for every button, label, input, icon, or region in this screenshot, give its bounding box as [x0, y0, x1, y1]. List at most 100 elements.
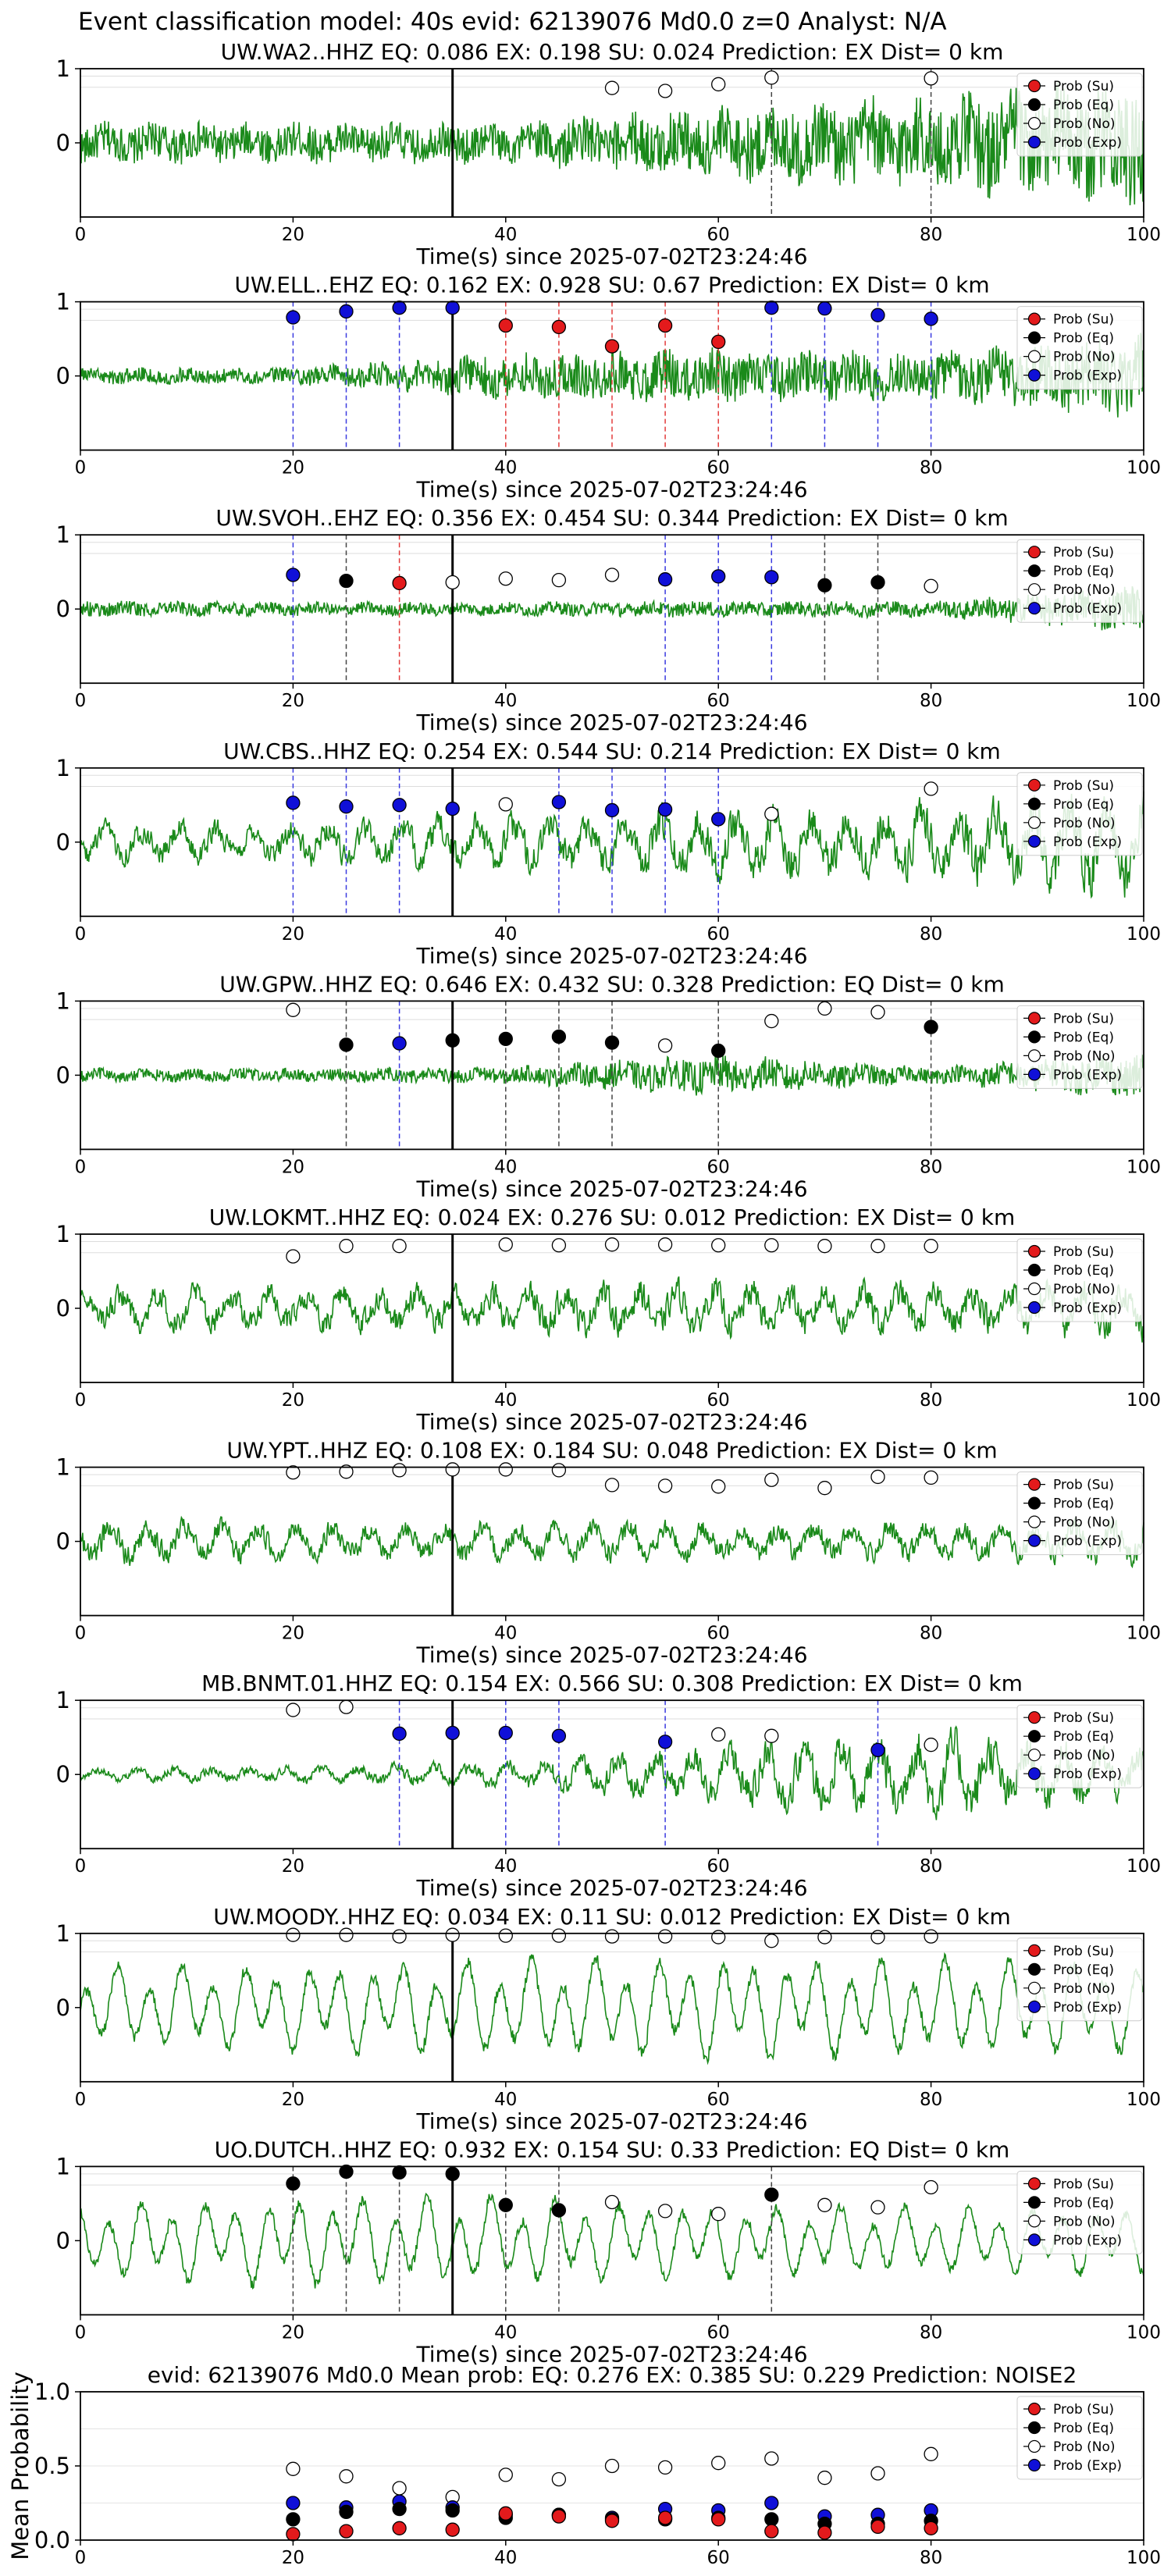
y-tick-label: 1 [56, 755, 70, 781]
mean-marker-su [551, 2509, 567, 2524]
prob-marker-eq [870, 575, 885, 590]
x-tick-label: 60 [707, 2090, 730, 2110]
mean-probability-panel: evid: 62139076 Md0.0 Mean prob: EQ: 0.27… [7, 2362, 1161, 2568]
x-tick-label: 60 [707, 1390, 730, 1411]
x-tick-label: 60 [707, 691, 730, 711]
prob-marker-no [764, 1934, 779, 1948]
legend-label: Prob (Eq) [1053, 98, 1114, 113]
legend-label: Prob (No) [1053, 2214, 1116, 2229]
legend-label: Prob (Exp) [1053, 1534, 1122, 1550]
x-axis-label: Time(s) since 2025-07-02T23:24:46 [415, 2108, 807, 2134]
prob-marker-no [817, 1930, 832, 1944]
prob-marker-eq [286, 2176, 301, 2191]
prob-marker-no [551, 1463, 567, 1478]
x-tick-label: 60 [707, 2322, 730, 2343]
prob-marker-no [392, 1929, 407, 1944]
prob-marker-no [870, 1005, 885, 1019]
legend-label: Prob (Exp) [1053, 1300, 1122, 1316]
legend-label: Prob (Eq) [1053, 1496, 1114, 1512]
x-tick-label: 0 [75, 1157, 87, 1177]
legend-marker-su [1027, 546, 1041, 559]
legend-marker-eq [1027, 2196, 1041, 2209]
prob-marker-no [657, 1929, 673, 1944]
mean-marker-su [286, 2527, 301, 2542]
legend-marker-eq [1027, 1962, 1041, 1976]
panel-title: UW.WA2..HHZ EQ: 0.086 EX: 0.198 SU: 0.02… [221, 39, 1004, 65]
prob-marker-no [286, 1703, 301, 1717]
mean-marker-no [870, 2466, 885, 2481]
legend-label: Prob (Su) [1053, 2402, 1114, 2418]
prob-marker-exp [286, 795, 301, 810]
station-panel-uw-lokmt-hhz: UW.LOKMT..HHZ EQ: 0.024 EX: 0.276 SU: 0.… [56, 1204, 1161, 1435]
y-tick-label: 0 [56, 2227, 70, 2254]
legend-label: Prob (Eq) [1053, 1729, 1114, 1745]
station-panel-uw-gpw-hhz: UW.GPW..HHZ EQ: 0.646 EX: 0.432 SU: 0.32… [56, 971, 1161, 1201]
legend-marker-exp [1027, 368, 1041, 382]
prob-marker-no [498, 1237, 513, 1252]
y-tick-label: 1 [56, 521, 70, 548]
y-tick-label: 0 [56, 1528, 70, 1555]
prob-marker-no [445, 575, 460, 590]
legend-marker-no [1027, 1282, 1041, 1296]
x-axis-label: Time(s) since 2025-07-02T23:24:46 [415, 2341, 807, 2367]
prob-marker-exp [657, 572, 673, 587]
legend-marker-exp [1027, 2458, 1041, 2472]
legend-label: Prob (Exp) [1053, 135, 1122, 151]
waveform-trace [80, 585, 1144, 631]
legend-marker-su [1027, 79, 1041, 93]
mean-marker-su [445, 2522, 460, 2537]
mean-marker-su [764, 2524, 779, 2539]
legend-marker-exp [1027, 1068, 1041, 1081]
legend-label: Prob (No) [1053, 1981, 1116, 1997]
prob-marker-no [924, 2179, 938, 2195]
legend-marker-eq [1027, 564, 1041, 578]
legend-marker-su [1027, 2402, 1041, 2416]
x-tick-label: 60 [707, 1856, 730, 1877]
mean-marker-eq [445, 2503, 460, 2518]
prob-marker-no [604, 1237, 620, 1252]
x-tick-label: 0 [75, 2548, 87, 2568]
legend-label: Prob (Exp) [1053, 601, 1122, 617]
legend-label: Prob (Eq) [1053, 1030, 1114, 1045]
mean-marker-no [764, 2451, 779, 2466]
prob-marker-no [392, 1463, 407, 1478]
legend-marker-eq [1027, 331, 1041, 344]
y-tick-label: 0.5 [34, 2453, 70, 2479]
legend-marker-no [1027, 116, 1041, 130]
x-tick-label: 60 [707, 2548, 730, 2568]
legend-label: Prob (Eq) [1053, 1263, 1114, 1279]
prob-marker-exp [392, 1726, 407, 1742]
prob-marker-exp [711, 569, 726, 584]
legend-marker-su [1027, 1012, 1041, 1025]
legend-box [1016, 1238, 1143, 1322]
legend-label: Prob (Exp) [1053, 1067, 1122, 1083]
prob-marker-no [924, 1470, 938, 1485]
panel-title: MB.BNMT.01.HHZ EQ: 0.154 EX: 0.566 SU: 0… [201, 1670, 1023, 1696]
prob-marker-no [764, 1013, 779, 1029]
legend-label: Prob (Eq) [1053, 331, 1114, 347]
legend-box [1016, 1005, 1143, 1089]
legend-label: Prob (Eq) [1053, 564, 1114, 579]
y-tick-label: 1 [56, 1687, 70, 1713]
legend-marker-eq [1027, 98, 1041, 112]
mean-marker-no [604, 2458, 620, 2474]
legend-label: Prob (No) [1053, 816, 1116, 831]
legend-marker-su [1027, 1478, 1041, 1491]
x-tick-label: 40 [494, 225, 517, 245]
prob-marker-exp [445, 301, 460, 315]
prob-marker-no [657, 1237, 673, 1252]
prob-marker-no [924, 1239, 938, 1254]
legend-box [1016, 306, 1143, 390]
prob-marker-eq [445, 1033, 460, 1048]
mean-marker-su [870, 2519, 885, 2535]
legend-box [1016, 1704, 1143, 1788]
prob-marker-no [339, 1927, 354, 1942]
x-tick-label: 100 [1127, 225, 1161, 245]
x-tick-label: 0 [75, 691, 87, 711]
legend-label: Prob (No) [1053, 1748, 1116, 1763]
x-tick-label: 100 [1127, 2548, 1161, 2568]
waveform-trace [80, 1952, 1144, 2065]
prob-marker-no [286, 1002, 301, 1017]
x-tick-label: 20 [282, 458, 304, 479]
mean-marker-no [657, 2460, 673, 2475]
